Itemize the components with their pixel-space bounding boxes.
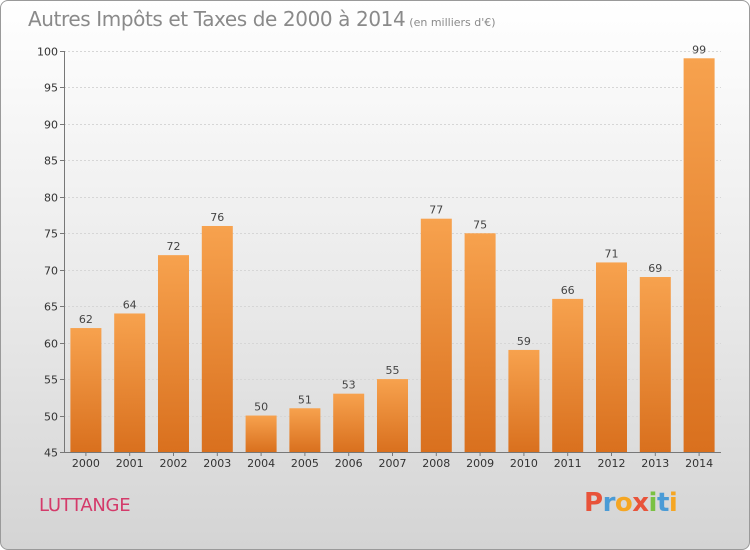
- data-label: 59: [517, 335, 531, 348]
- y-tick-label: 85: [44, 155, 58, 168]
- chart-title: Autres Impôts et Taxes de 2000 à 2014: [28, 7, 406, 31]
- x-tick-label: 2003: [203, 457, 231, 470]
- data-label: 55: [386, 364, 400, 377]
- y-tick-label: 75: [44, 228, 58, 241]
- bar: [683, 58, 715, 453]
- logo-letter: o: [614, 488, 633, 518]
- data-label: 99: [692, 43, 706, 56]
- y-tick-label: 80: [44, 192, 58, 205]
- y-tick-label: 50: [44, 411, 58, 424]
- x-tick-label: 2006: [335, 457, 363, 470]
- x-tick-label: 2010: [510, 457, 538, 470]
- logo-letter: i: [668, 488, 678, 518]
- bar: [289, 408, 321, 452]
- x-tick-label: 2009: [466, 457, 494, 470]
- bar: [552, 298, 584, 452]
- bar: [464, 233, 496, 452]
- bar: [70, 328, 102, 452]
- x-tick-label: 2012: [598, 457, 626, 470]
- data-label: 66: [561, 284, 575, 297]
- data-label: 62: [79, 313, 93, 326]
- logo-letter: x: [632, 488, 649, 518]
- x-tick-label: 2004: [247, 457, 275, 470]
- bar: [596, 262, 627, 452]
- data-label: 50: [254, 401, 268, 414]
- data-label: 72: [167, 240, 181, 253]
- x-tick-label: 2011: [554, 457, 582, 470]
- data-label: 64: [123, 298, 137, 311]
- bar: [114, 313, 146, 452]
- bar: [201, 225, 233, 452]
- x-tick-label: 2007: [379, 457, 407, 470]
- data-label: 77: [429, 204, 443, 217]
- bar: [508, 349, 540, 452]
- logo-letter: P: [584, 488, 603, 518]
- y-tick-label: 45: [44, 447, 58, 460]
- data-label: 69: [648, 262, 662, 275]
- y-tick-label: 70: [44, 265, 58, 278]
- y-tick-label: 60: [44, 338, 58, 351]
- y-tick-label: 100: [37, 46, 58, 59]
- logo-letter: i: [648, 488, 658, 518]
- x-tick-label: 2002: [160, 457, 188, 470]
- bar: [377, 379, 408, 452]
- bar: [245, 415, 277, 452]
- x-tick-label: 2014: [685, 457, 713, 470]
- place-name: LUTTANGE: [39, 495, 131, 516]
- data-label: 75: [473, 218, 487, 231]
- x-tick-label: 2013: [641, 457, 669, 470]
- x-tick-label: 2008: [422, 457, 450, 470]
- chart-title-row: Autres Impôts et Taxes de 2000 à 2014 (en…: [28, 7, 496, 31]
- data-label: 71: [605, 247, 619, 260]
- y-tick-label: 55: [44, 374, 58, 387]
- y-tick-label: 65: [44, 301, 58, 314]
- data-label: 53: [342, 379, 356, 392]
- bar: [420, 218, 452, 452]
- bar: [639, 277, 671, 452]
- bar: [333, 393, 365, 452]
- data-label: 76: [210, 211, 224, 224]
- y-tick-label: 90: [44, 119, 58, 132]
- y-tick-label: 95: [44, 82, 58, 95]
- logo-letter: t: [656, 488, 669, 518]
- proxiti-logo: Proxiti: [584, 488, 678, 518]
- x-tick-label: 2001: [116, 457, 144, 470]
- data-label: 51: [298, 393, 312, 406]
- bar: [158, 255, 189, 452]
- x-tick-label: 2000: [72, 457, 100, 470]
- x-tick-label: 2005: [291, 457, 319, 470]
- chart-subtitle: (en milliers d'€): [409, 16, 496, 29]
- logo-letter: r: [602, 488, 616, 518]
